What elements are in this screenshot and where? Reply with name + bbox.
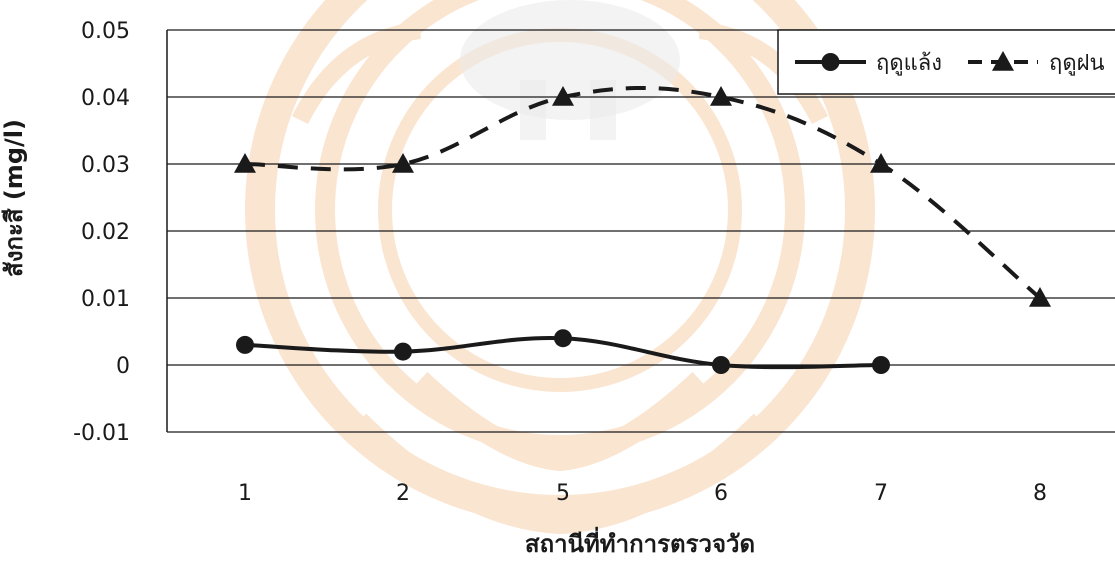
x-tick-label: 6 xyxy=(714,481,728,506)
data-point xyxy=(870,153,892,173)
watermark-seal xyxy=(245,0,875,535)
y-axis-ticks: 0.05 0.04 0.03 0.02 0.01 0 -0.01 xyxy=(73,19,130,446)
x-tick-label: 7 xyxy=(874,481,888,506)
data-point xyxy=(552,86,574,106)
data-point xyxy=(710,86,732,106)
x-tick-label: 8 xyxy=(1033,481,1047,506)
data-point xyxy=(234,153,256,173)
legend-label: ฤดูฝน xyxy=(1049,51,1105,76)
y-tick-label: 0.04 xyxy=(81,86,130,111)
data-point xyxy=(392,153,414,173)
legend-entry: ฤดูฝน xyxy=(968,51,1105,76)
x-axis-title: สถานีที่ทำการตรวจวัด xyxy=(525,526,755,558)
y-tick-label: -0.01 xyxy=(73,421,130,446)
legend-marker xyxy=(992,51,1014,71)
x-tick-label: 1 xyxy=(238,481,252,506)
data-point xyxy=(554,329,572,348)
data-point xyxy=(394,342,412,361)
y-axis-title: สังกะสี (mg/l) xyxy=(0,119,28,277)
legend: ฤดูแล้ง ฤดูฝน xyxy=(777,29,1115,95)
y-tick-label: 0.01 xyxy=(81,287,130,312)
data-point xyxy=(712,356,730,374)
y-tick-label: 0.02 xyxy=(81,220,130,245)
data-point xyxy=(236,335,254,354)
y-tick-label: 0.05 xyxy=(81,19,130,44)
legend-box xyxy=(777,29,1115,95)
legend-label: ฤดูแล้ง xyxy=(876,51,942,76)
x-tick-label: 2 xyxy=(396,481,410,506)
gridlines xyxy=(167,29,1115,433)
x-axis-ticks: 1 2 5 6 7 8 xyxy=(238,481,1047,506)
data-point xyxy=(872,356,890,374)
series-2 xyxy=(234,86,1051,307)
series-layer xyxy=(234,86,1051,374)
legend-marker xyxy=(821,53,840,71)
series-1 xyxy=(236,329,890,374)
y-tick-label: 0 xyxy=(116,354,130,379)
series-line xyxy=(244,86,1042,300)
data-point xyxy=(1029,287,1051,307)
x-tick-label: 5 xyxy=(556,481,570,506)
y-tick-label: 0.03 xyxy=(81,153,130,178)
legend-entry: ฤดูแล้ง xyxy=(795,51,942,76)
